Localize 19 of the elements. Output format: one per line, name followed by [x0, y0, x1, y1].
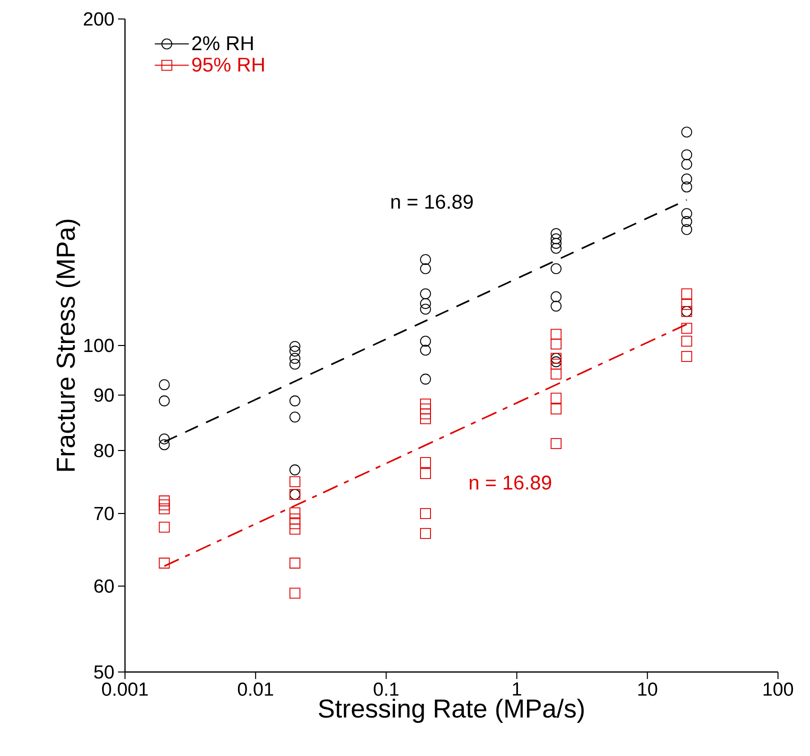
- y-tick-label: 200: [84, 12, 114, 26]
- annotation: n = 16.89: [470, 476, 552, 490]
- y-tick-label: 80: [94, 444, 114, 458]
- x-tick-label: 0.01: [238, 682, 274, 696]
- y-axis-title: Fracture Stress (MPa): [56, 220, 80, 471]
- annotation: n = 16.89: [391, 194, 473, 209]
- x-tick-label: 0.001: [102, 682, 148, 696]
- x-axis-title: Stressing Rate (MPa/s): [318, 698, 584, 723]
- y-tick-label: 70: [94, 506, 114, 520]
- x-tick-label: 10: [638, 682, 658, 696]
- y-tick-label: 100: [84, 338, 114, 352]
- legend-label: 2% RH: [192, 36, 253, 50]
- y-tick-label: 90: [94, 388, 114, 402]
- x-tick-label: 100: [764, 682, 794, 696]
- y-tick-label: 50: [94, 665, 114, 679]
- x-tick-label: 0.1: [374, 682, 398, 696]
- y-tick-label: 60: [94, 579, 114, 593]
- legend-label: 95% RH: [192, 58, 264, 72]
- x-tick-label: 1: [512, 682, 522, 696]
